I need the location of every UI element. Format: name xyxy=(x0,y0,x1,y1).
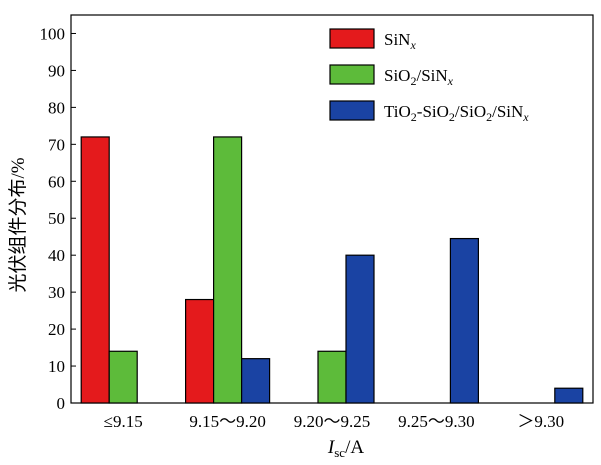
y-axis: 0 10 20 30 40 50 60 70 80 90 100 xyxy=(40,24,76,413)
y-tick-label: 100 xyxy=(40,24,66,43)
y-tick-label: 30 xyxy=(48,283,65,302)
legend: SiNx SiO2/SiNx TiO2-SiO2/SiO2/SiNx xyxy=(329,28,529,124)
x-tick-label: 9.15～9.20 xyxy=(189,412,266,431)
y-tick-label: 10 xyxy=(48,357,65,376)
legend-swatch xyxy=(329,64,375,85)
x-axis: ≤9.15 9.15～9.20 9.20～9.25 9.25～9.30 ＞9.30 xyxy=(104,412,565,431)
y-tick-label: 20 xyxy=(48,320,65,339)
y-tick-label: 70 xyxy=(48,135,65,154)
x-axis-title: Isc/A xyxy=(327,437,364,460)
y-tick-label: 40 xyxy=(48,246,65,265)
x-tick-label: ≤9.15 xyxy=(104,412,143,431)
legend-label: SiO2/SiNx xyxy=(384,66,454,88)
bar-1-2 xyxy=(185,298,215,404)
bar-3-5 xyxy=(554,387,584,404)
y-tick-label: 80 xyxy=(48,98,65,117)
y-axis-title: 光伏组件分布/% xyxy=(7,157,29,292)
legend-label: SiNx xyxy=(384,30,416,52)
y-tick-label: 90 xyxy=(48,61,65,80)
x-tick-label: ＞9.30 xyxy=(517,412,564,431)
bar-3-3 xyxy=(345,254,375,404)
x-tick-label: 9.20～9.25 xyxy=(294,412,371,431)
legend-swatch xyxy=(329,100,375,121)
bar-1-1 xyxy=(80,136,110,404)
y-tick-label: 50 xyxy=(48,209,65,228)
bar-2-1 xyxy=(108,350,138,404)
y-tick-label: 0 xyxy=(57,394,66,413)
bar-3-4 xyxy=(449,237,479,404)
bar-2-3 xyxy=(317,350,347,404)
bars-group xyxy=(80,136,584,404)
legend-swatch xyxy=(329,28,375,49)
legend-label: TiO2-SiO2/SiO2/SiNx xyxy=(384,102,529,124)
bar-2-2 xyxy=(213,136,243,404)
y-tick-label: 60 xyxy=(48,172,65,191)
x-tick-label: 9.25～9.30 xyxy=(398,412,475,431)
bar-3-2 xyxy=(241,358,271,404)
